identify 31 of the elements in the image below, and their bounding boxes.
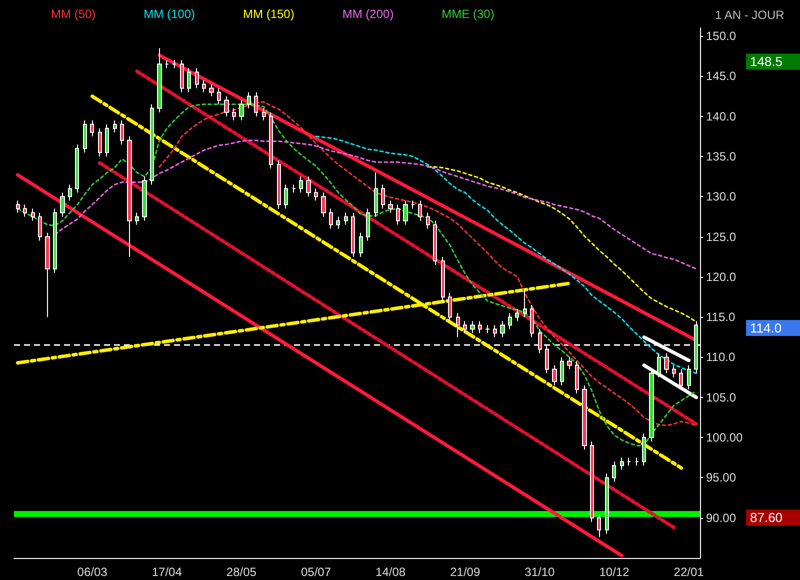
y-tick-label: 150.0 xyxy=(706,29,736,44)
text: MM (100) xyxy=(144,7,196,21)
y-tick-label: 145.0 xyxy=(706,69,736,84)
text: MM (150) xyxy=(243,7,294,21)
y-tick-label: 140.0 xyxy=(706,109,736,124)
y-tick-label: 120.0 xyxy=(706,270,736,284)
y-tick-label: 115.0 xyxy=(706,310,736,324)
x-tick-label: 28/05 xyxy=(226,565,257,579)
text: 1 AN - JOUR xyxy=(714,8,785,22)
text: MM (200) xyxy=(342,7,394,21)
text: MME (30) xyxy=(442,7,494,21)
x-tick-label: 14/08 xyxy=(376,565,406,579)
x-tick-label: 06/03 xyxy=(77,565,108,579)
text: MM (50) xyxy=(51,7,96,21)
y-tick-label: 135.0 xyxy=(706,149,736,164)
x-tick-label: 10/12 xyxy=(599,565,630,579)
x-tick-label: 21/09 xyxy=(450,565,480,579)
x-tick-label: 17/04 xyxy=(152,565,182,579)
y-tick-label: 100.00 xyxy=(706,430,744,445)
y-tick-label: 110.0 xyxy=(706,350,736,364)
text: 87.60 xyxy=(750,510,783,526)
x-tick-label: 22/01 xyxy=(674,565,704,579)
y-tick-label: 95.00 xyxy=(706,470,736,485)
x-tick-label: 05/07 xyxy=(300,565,332,579)
text: 114.0 xyxy=(750,320,782,336)
text: 148.5 xyxy=(750,54,783,70)
y-tick-label: 90.00 xyxy=(706,510,736,525)
y-tick-label: 105.0 xyxy=(706,390,736,404)
y-tick-label: 130.0 xyxy=(706,190,736,204)
x-tick-label: 31/10 xyxy=(524,565,556,579)
y-tick-label: 125.0 xyxy=(706,230,736,244)
